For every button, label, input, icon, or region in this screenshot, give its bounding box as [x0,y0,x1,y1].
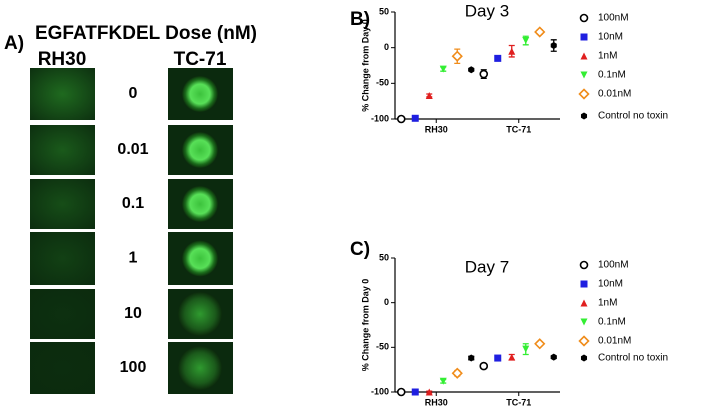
dose-label: 1 [129,250,138,267]
marker [579,260,589,270]
marker [580,71,588,79]
dose-label: 10 [124,305,142,322]
panel-label: B) [350,9,370,30]
marker [451,50,463,62]
column-label: RH30 [38,49,87,70]
marker [479,69,489,79]
image-spheroid [178,292,222,336]
chart-title: Day 3 [465,1,509,20]
dose-label: 0.1 [122,195,144,212]
legend-label: 1nM [598,298,617,309]
marker [508,47,516,55]
marker [550,353,557,361]
column-label: TC-71 [174,49,227,70]
y-tick-label: 50 [379,252,389,262]
marker [425,388,433,396]
panel-a: A) EGFATFKDEL Dose (nM) RH30 TC-71 [4,23,257,70]
marker [479,361,489,371]
image-tile [30,289,95,339]
marker [580,354,588,362]
marker [580,299,588,307]
y-tick-label: -50 [376,78,389,88]
marker [494,54,502,62]
marker [494,354,502,362]
image-spheroid [182,132,218,168]
marker [580,280,588,288]
y-axis-label: % Change from Day 0 [360,279,370,372]
marker [411,114,419,122]
legend-label: 100nM [598,260,629,271]
marker [580,52,588,60]
image-spheroid [182,186,218,222]
image-spheroid [178,346,222,390]
y-tick-label: 0 [384,297,389,307]
x-tick-label: TC-71 [506,124,531,134]
image-tile [30,68,95,120]
panel-title: EGFATFKDEL Dose (nM) [35,23,257,44]
panel-label: A) [4,33,24,54]
legend-label: 0.1nM [598,70,626,81]
marker [578,335,590,347]
legend-label: 0.01nM [598,336,631,347]
legend-label: 100nM [598,13,629,24]
y-tick-label: 50 [379,6,389,16]
chart-title: Day 7 [465,257,509,276]
image-tile [30,232,95,285]
marker [579,13,589,23]
marker [550,42,557,50]
marker [425,91,433,99]
marker [580,33,588,41]
dose-label: 0 [129,85,138,102]
marker [396,114,406,124]
y-axis-label: % Change from Day 0 [360,19,370,112]
y-tick-label: -100 [371,386,389,396]
legend-label: Control no toxin [598,111,668,122]
legend-label: 0.01nM [598,89,631,100]
y-tick-label: -50 [376,342,389,352]
legend-label: 10nM [598,279,623,290]
image-tile [30,125,95,175]
image-spheroid [182,76,218,112]
marker [439,65,447,73]
x-tick-label: RH30 [425,124,448,134]
dose-label: 100 [120,359,147,376]
marker [580,318,588,326]
marker [534,26,546,38]
y-tick-label: -100 [371,113,389,123]
marker [534,338,546,350]
marker [468,354,475,362]
legend-label: Control no toxin [598,353,668,364]
marker [508,353,516,361]
image-tile [30,179,95,229]
image-tile [30,342,95,394]
marker [578,88,590,100]
legend-label: 0.1nM [598,317,626,328]
legend-label: 1nM [598,51,617,62]
marker [580,112,588,120]
marker [451,367,463,379]
marker [522,345,530,353]
dose-label: 0.01 [117,141,148,158]
image-spheroid [182,240,218,277]
marker [396,387,406,397]
x-tick-label: RH30 [425,397,448,407]
legend-label: 10nM [598,32,623,43]
panel-label: C) [350,239,370,260]
marker [522,37,530,45]
marker [468,66,475,74]
y-tick-label: 0 [384,42,389,52]
x-tick-label: TC-71 [506,397,531,407]
marker [439,377,447,385]
marker [411,388,419,396]
chart: B) Day 3 % Change from Day 0-100 -50 0 50 RH30… [350,1,668,134]
chart: C) Day 7 % Change from Day 0 -100 -50 0 50 RH30… [350,239,668,407]
